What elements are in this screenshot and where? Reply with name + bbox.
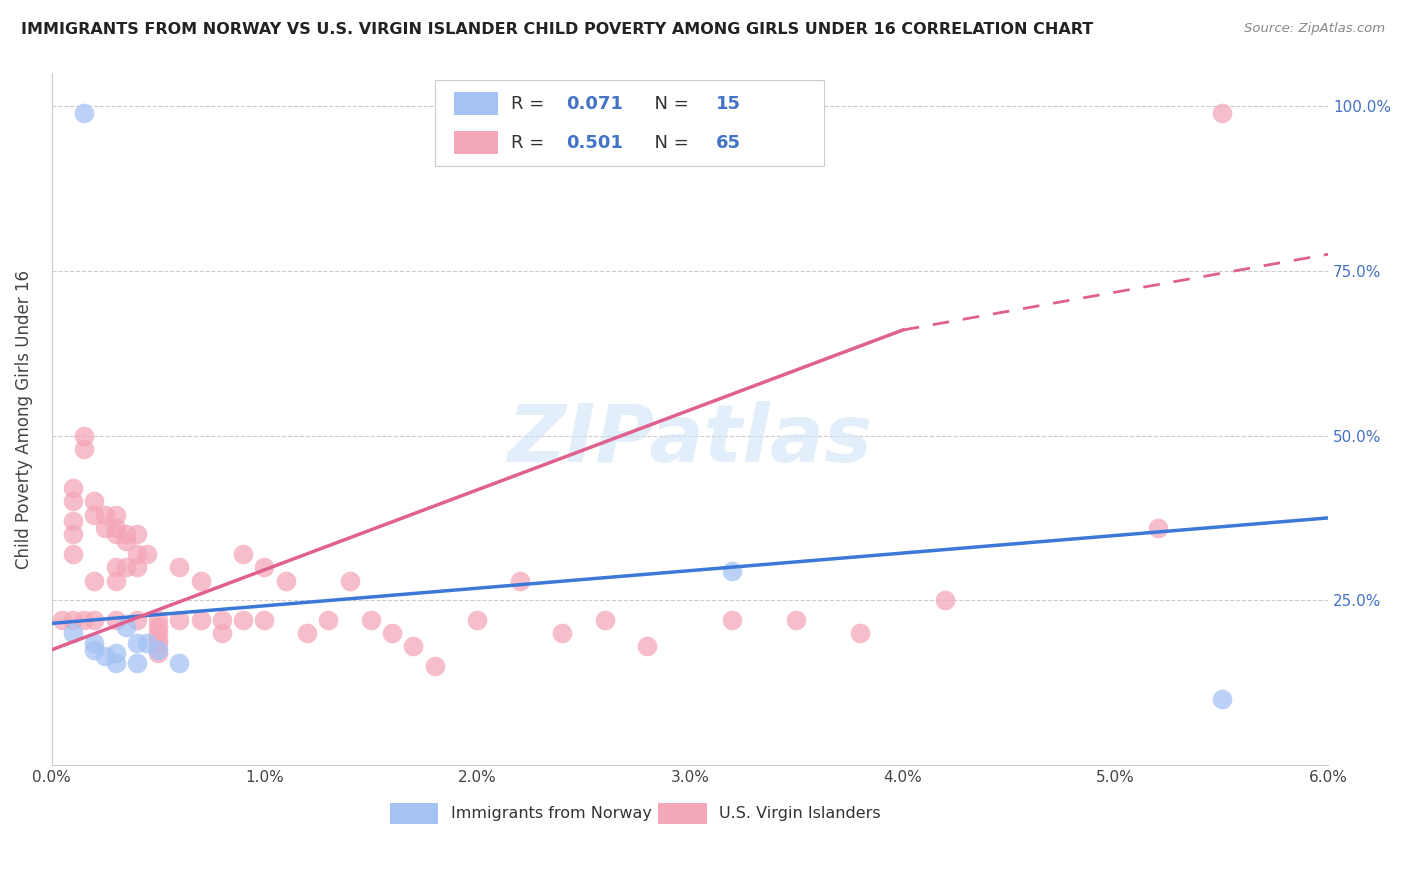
Point xyxy=(211,626,233,640)
Text: IMMIGRANTS FROM NORWAY VS U.S. VIRGIN ISLANDER CHILD POVERTY AMONG GIRLS UNDER 1: IMMIGRANTS FROM NORWAY VS U.S. VIRGIN IS… xyxy=(21,22,1094,37)
Point xyxy=(551,626,574,640)
Text: R =: R = xyxy=(512,134,550,152)
Point xyxy=(232,613,254,627)
Point xyxy=(381,626,404,640)
Point xyxy=(62,527,84,541)
Point xyxy=(62,514,84,528)
Text: Immigrants from Norway: Immigrants from Norway xyxy=(451,806,652,821)
Point xyxy=(125,613,148,627)
Point xyxy=(136,547,159,561)
Point xyxy=(94,508,117,522)
Point xyxy=(423,659,446,673)
Point xyxy=(73,442,96,456)
Point xyxy=(146,620,169,634)
Point xyxy=(125,527,148,541)
Point xyxy=(62,613,84,627)
FancyBboxPatch shape xyxy=(454,93,499,115)
Point xyxy=(73,613,96,627)
Point xyxy=(146,636,169,650)
Point xyxy=(125,636,148,650)
Point xyxy=(115,620,138,634)
Point xyxy=(169,613,191,627)
Point xyxy=(104,521,127,535)
Text: Source: ZipAtlas.com: Source: ZipAtlas.com xyxy=(1244,22,1385,36)
Point xyxy=(104,560,127,574)
Point xyxy=(593,613,616,627)
Point xyxy=(253,613,276,627)
Point xyxy=(509,574,531,588)
Point xyxy=(465,613,488,627)
Point xyxy=(104,574,127,588)
Y-axis label: Child Poverty Among Girls Under 16: Child Poverty Among Girls Under 16 xyxy=(15,269,32,568)
Point xyxy=(94,649,117,664)
Point xyxy=(316,613,339,627)
Point xyxy=(1147,521,1170,535)
Point xyxy=(115,533,138,548)
Point xyxy=(1211,692,1233,706)
Point xyxy=(785,613,807,627)
Point xyxy=(232,547,254,561)
Text: N =: N = xyxy=(643,134,695,152)
Text: ZIPatlas: ZIPatlas xyxy=(508,401,873,479)
Point xyxy=(146,626,169,640)
Point xyxy=(360,613,382,627)
Text: 65: 65 xyxy=(716,134,741,152)
Point xyxy=(146,646,169,660)
Point xyxy=(402,640,425,654)
Text: R =: R = xyxy=(512,95,550,113)
Point xyxy=(253,560,276,574)
Point xyxy=(51,613,73,627)
Point xyxy=(211,613,233,627)
Point xyxy=(721,613,744,627)
Point xyxy=(721,564,744,578)
Text: N =: N = xyxy=(643,95,695,113)
Point xyxy=(1211,105,1233,120)
Point xyxy=(169,656,191,670)
Point xyxy=(146,613,169,627)
Point xyxy=(169,560,191,574)
Point xyxy=(295,626,318,640)
FancyBboxPatch shape xyxy=(434,80,824,167)
Point xyxy=(104,508,127,522)
Point xyxy=(94,521,117,535)
Point xyxy=(62,547,84,561)
Point xyxy=(115,560,138,574)
Point xyxy=(62,626,84,640)
Text: U.S. Virgin Islanders: U.S. Virgin Islanders xyxy=(720,806,882,821)
Point xyxy=(125,656,148,670)
Point xyxy=(636,640,658,654)
Text: 0.501: 0.501 xyxy=(567,134,623,152)
Point xyxy=(104,613,127,627)
Point xyxy=(849,626,872,640)
Point xyxy=(83,613,105,627)
Point xyxy=(104,656,127,670)
Point xyxy=(104,646,127,660)
FancyBboxPatch shape xyxy=(389,803,439,824)
Point xyxy=(146,642,169,657)
Point xyxy=(125,547,148,561)
Point xyxy=(274,574,297,588)
Point xyxy=(83,508,105,522)
Point xyxy=(83,642,105,657)
FancyBboxPatch shape xyxy=(454,131,499,154)
Point xyxy=(146,632,169,647)
Point xyxy=(190,574,212,588)
Point xyxy=(62,494,84,508)
Point xyxy=(62,481,84,495)
Point xyxy=(190,613,212,627)
Point xyxy=(115,527,138,541)
Point xyxy=(83,574,105,588)
Point xyxy=(934,593,956,607)
Text: 15: 15 xyxy=(716,95,741,113)
Point xyxy=(83,494,105,508)
FancyBboxPatch shape xyxy=(658,803,707,824)
Point xyxy=(73,105,96,120)
Point xyxy=(125,560,148,574)
Text: 0.071: 0.071 xyxy=(567,95,623,113)
Point xyxy=(136,636,159,650)
Point xyxy=(104,527,127,541)
Point xyxy=(73,428,96,442)
Point xyxy=(339,574,361,588)
Point xyxy=(83,636,105,650)
